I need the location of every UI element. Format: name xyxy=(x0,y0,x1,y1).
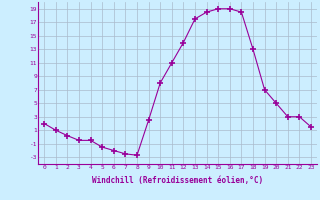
X-axis label: Windchill (Refroidissement éolien,°C): Windchill (Refroidissement éolien,°C) xyxy=(92,176,263,185)
